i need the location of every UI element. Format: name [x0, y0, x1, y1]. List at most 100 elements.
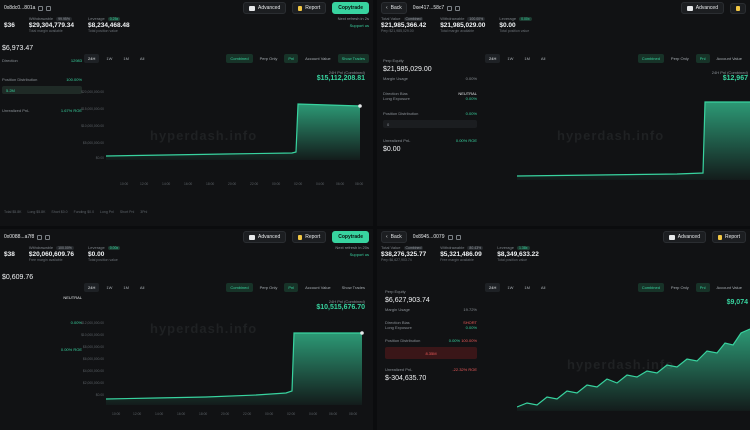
copytrade-button[interactable]: Copytrade: [332, 231, 369, 243]
wallet-address: 0x0088...a7f8: [4, 234, 51, 240]
back-button[interactable]: ‹ Back: [381, 2, 407, 14]
tab-all[interactable]: All: [139, 285, 145, 290]
top-bar: 0x8dc0...801a Advanced Report Copytrade: [0, 0, 373, 16]
tab-show-trades[interactable]: Show Trades: [337, 54, 369, 63]
tab-combined[interactable]: Combined: [226, 283, 253, 292]
stats-row: Total Value Combined $21,985,366.42 Perp $2…: [377, 16, 750, 38]
watermark: hyperdash.info: [557, 128, 665, 143]
tab-1w[interactable]: 1W: [106, 56, 113, 61]
view-tabs: Combined Perp Only Pnl Account Value Sho…: [226, 54, 369, 63]
x-tick: 12:00: [133, 412, 142, 416]
wallet-address: 0xe417...58c7: [413, 5, 461, 11]
tab-account-value[interactable]: Account Value: [716, 56, 743, 61]
x-tick: 10:00: [120, 182, 129, 186]
support-link[interactable]: Support us: [349, 23, 369, 28]
advanced-button[interactable]: Advanced: [662, 231, 706, 243]
tab-account-value[interactable]: Account Value: [305, 285, 331, 290]
report-button[interactable]: [730, 2, 746, 14]
tab-pnl[interactable]: Pnl: [284, 54, 299, 63]
x-tick: 02:00: [287, 412, 296, 416]
tab-1m[interactable]: 1M: [123, 56, 129, 61]
star-icon[interactable]: [455, 5, 461, 11]
tab-1m[interactable]: 1M: [524, 56, 530, 61]
tab-account-value[interactable]: Account Value: [716, 285, 743, 290]
refresh-status: Next refresh in 2s Support us: [337, 16, 369, 28]
tab-combined[interactable]: Combined: [226, 54, 253, 63]
tab-all[interactable]: All: [139, 56, 145, 61]
advanced-button[interactable]: Advanced: [243, 231, 287, 243]
y-tick: $6,000,000.00: [82, 357, 104, 361]
tab-1m[interactable]: 1M: [524, 285, 530, 290]
report-button[interactable]: Report: [292, 231, 327, 243]
support-link[interactable]: Support us: [349, 252, 369, 257]
stat-total-value: Total Value Combined $21,985,366.42 Perp $2…: [381, 16, 427, 33]
x-tick: 02:00: [294, 182, 303, 186]
tab-24h[interactable]: 24H: [84, 283, 100, 292]
tab-account-value[interactable]: Account Value: [305, 56, 331, 61]
tab-all[interactable]: All: [540, 285, 546, 290]
report-button[interactable]: Report: [292, 2, 327, 14]
trader-pane-4: ‹ Back 0x8945...0079 Advanced Report Tota…: [377, 229, 750, 430]
x-tick: 20:00: [221, 412, 230, 416]
back-button[interactable]: ‹ Back: [381, 231, 407, 243]
tab-24h[interactable]: 24H: [485, 54, 501, 63]
tab-perp-only[interactable]: Perp Only: [259, 285, 278, 290]
tab-perp-only[interactable]: Perp Only: [670, 56, 689, 61]
flag-icon: [717, 234, 722, 240]
copytrade-button[interactable]: Copytrade: [332, 2, 369, 14]
tab-all[interactable]: All: [540, 56, 546, 61]
tab-1w[interactable]: 1W: [507, 56, 514, 61]
copy-icon[interactable]: [37, 234, 43, 240]
copy-icon[interactable]: [38, 5, 44, 11]
account-summary: $0,609.76 NEUTRAL 0.00% 0.00% ROE: [2, 274, 82, 352]
pnl-chart: [517, 101, 750, 180]
stat-total: $38: [4, 251, 15, 258]
star-icon[interactable]: [46, 5, 52, 11]
pnl-readout: 24H Pnl (Combined) $12,967: [711, 70, 748, 82]
tab-show-trades[interactable]: Show Trades: [341, 285, 365, 290]
pnl-chart: [106, 331, 364, 405]
timeframe-tabs: 24H 1W 1M All: [485, 283, 549, 292]
y-tick: $20,000,000.00: [81, 90, 104, 94]
pnl-chart: [517, 328, 750, 411]
y-tick: $10,000,000.00: [81, 124, 104, 128]
star-icon[interactable]: [455, 234, 461, 240]
chart-icon: [686, 5, 693, 11]
tab-1m[interactable]: 1M: [123, 285, 129, 290]
top-bar: ‹ Back 0x8945...0079 Advanced Report: [377, 229, 750, 245]
x-tick: 08:00: [355, 182, 364, 186]
view-tabs: Combined Perp Only Pnl Account Value: [637, 54, 746, 63]
tab-perp-only[interactable]: Perp Only: [259, 56, 278, 61]
tab-pnl[interactable]: Pnl: [284, 283, 299, 292]
x-tick: 08:00: [349, 412, 358, 416]
stat-withdrawable: Withdrawable 100.00% $21,985,029.00 Total m…: [440, 16, 486, 33]
timeframe-tabs: 24H 1W 1M All: [84, 54, 148, 63]
report-button[interactable]: Report: [711, 231, 746, 243]
top-bar: ‹ Back 0xe417...58c7 Advanced: [377, 0, 750, 16]
chevron-left-icon: ‹: [386, 234, 388, 240]
chart-icon: [249, 5, 255, 11]
distribution-bar: 8.35M: [385, 347, 477, 359]
tab-1w[interactable]: 1W: [507, 285, 514, 290]
tab-1w[interactable]: 1W: [106, 285, 113, 290]
tab-combined[interactable]: Combined: [637, 283, 664, 292]
x-tick: 18:00: [206, 182, 215, 186]
x-tick: 12:00: [140, 182, 149, 186]
x-tick: 04:00: [316, 182, 325, 186]
top-bar: 0x0088...a7f8 Advanced Report Copytrade: [0, 229, 373, 245]
account-summary: Perp Equity $6,627,903.74 Margin Usage 19…: [385, 289, 477, 382]
tab-combined[interactable]: Combined: [637, 54, 664, 63]
watermark: hyperdash.info: [150, 321, 258, 336]
tab-pnl[interactable]: Pnl: [695, 283, 710, 292]
tab-pnl[interactable]: Pnl: [695, 54, 710, 63]
flag-icon: [298, 5, 303, 11]
tab-perp-only[interactable]: Perp Only: [670, 285, 689, 290]
stat-leverage: Leverage 0.25x $8,234,468.48 Total position…: [88, 16, 130, 33]
star-icon[interactable]: [45, 234, 51, 240]
advanced-button[interactable]: Advanced: [680, 2, 724, 14]
copy-icon[interactable]: [447, 5, 453, 11]
tab-24h[interactable]: 24H: [84, 54, 100, 63]
advanced-button[interactable]: Advanced: [243, 2, 287, 14]
copy-icon[interactable]: [447, 234, 453, 240]
tab-24h[interactable]: 24H: [485, 283, 501, 292]
